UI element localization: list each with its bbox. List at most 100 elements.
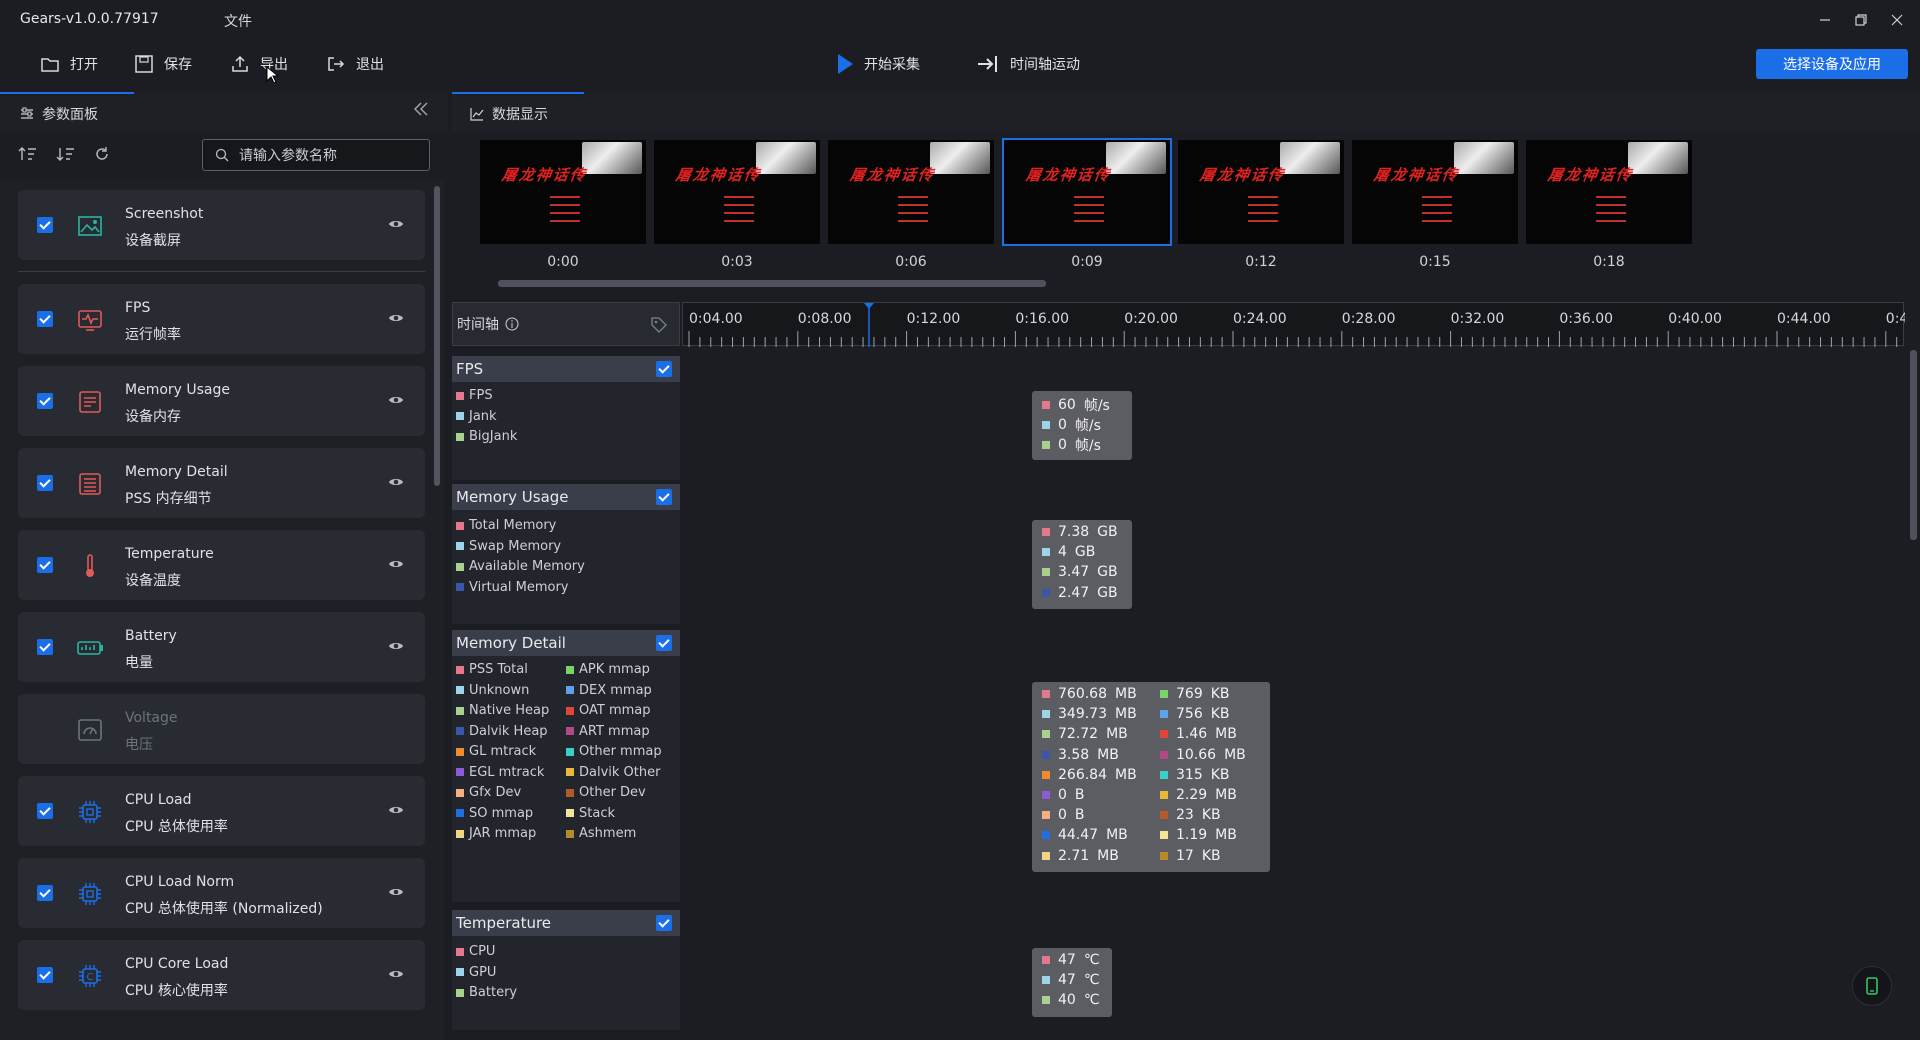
param-card-cpu-load-norm[interactable]: CPU Load Norm CPU 总体使用率 (Normalized) <box>18 858 425 928</box>
screenshot-thumbnail[interactable]: 屠龙神话传 <box>828 140 994 244</box>
start-capture-button[interactable]: 开始采集 <box>836 52 920 76</box>
param-checkbox[interactable] <box>37 557 53 573</box>
section-checkbox[interactable] <box>656 489 672 505</box>
param-checkbox[interactable] <box>37 475 53 491</box>
screenshot-thumbnail[interactable]: 屠龙神话传 <box>480 140 646 244</box>
tag-icon[interactable] <box>651 317 667 333</box>
param-checkbox[interactable] <box>37 967 53 983</box>
save-button[interactable]: 保存 <box>134 52 192 76</box>
param-card-fps[interactable]: FPS 运行帧率 <box>18 284 425 354</box>
tooltip-value: 1.46 <box>1176 726 1208 743</box>
chart-plot[interactable]: 760.68 MB 349.73 MB 72.72 MB 3.58 MB 266.84 MB 0 B 0… <box>682 630 1904 902</box>
legend-item[interactable]: Native Heap <box>456 703 549 718</box>
legend-item[interactable]: Stack <box>566 806 615 821</box>
timeline-motion-button[interactable]: 时间轴运动 <box>976 52 1080 76</box>
param-checkbox[interactable] <box>37 639 53 655</box>
eye-icon[interactable]: GB7.45.53.71.80 <box>630 490 1842 630</box>
legend-item[interactable]: Dalvik Other <box>566 765 660 780</box>
legend-item[interactable]: GPU <box>456 965 496 980</box>
sort-ascending-icon[interactable] <box>18 146 38 166</box>
chart-plot[interactable]: 47 ℃ 47 ℃ 40 ℃ <box>682 910 1904 1030</box>
screenshot-thumbnail[interactable]: 屠龙神话传 <box>1178 140 1344 244</box>
left-scrollbar[interactable] <box>434 186 440 486</box>
param-card-cpu-load[interactable]: CPU Load CPU 总体使用率 <box>18 776 425 846</box>
quit-button[interactable]: 退出 <box>326 52 384 76</box>
legend-item[interactable]: JAR mmap <box>456 826 536 841</box>
legend-item[interactable]: Virtual Memory <box>456 580 568 595</box>
eye-icon[interactable] <box>388 312 404 328</box>
legend-item[interactable]: DEX mmap <box>566 683 652 698</box>
param-card-screenshot[interactable]: Screenshot 设备截屏 <box>18 190 425 260</box>
screenshot-thumbnail[interactable]: 屠龙神话传 <box>1002 138 1172 246</box>
legend-item[interactable]: Unknown <box>456 683 529 698</box>
legend-item[interactable]: OAT mmap <box>566 703 651 718</box>
legend-item[interactable]: Total Memory <box>456 518 556 533</box>
restore-icon[interactable] <box>1848 8 1874 32</box>
open-button[interactable]: 打开 <box>40 52 98 76</box>
param-checkbox[interactable] <box>37 803 53 819</box>
export-button[interactable]: 导出 <box>230 52 288 76</box>
legend-item[interactable]: Ashmem <box>566 826 636 841</box>
eye-icon[interactable] <box>388 476 404 492</box>
right-scrollbar[interactable] <box>1910 350 1917 540</box>
param-card-battery[interactable]: Battery 电量 <box>18 612 425 682</box>
thumbnail-scrollbar[interactable] <box>498 280 1046 287</box>
param-card-voltage[interactable]: Voltage 电压 <box>18 694 425 764</box>
minimize-icon[interactable] <box>1812 8 1838 32</box>
close-icon[interactable] <box>1884 8 1910 32</box>
param-checkbox[interactable] <box>37 885 53 901</box>
screenshot-thumbnail[interactable]: 屠龙神话传 <box>1526 140 1692 244</box>
legend-item[interactable]: FPS <box>456 388 493 403</box>
eye-icon[interactable] <box>388 804 404 820</box>
param-card-temperature[interactable]: Temperature 设备温度 <box>18 530 425 600</box>
eye-icon[interactable] <box>388 218 404 234</box>
legend-item[interactable]: Dalvik Heap <box>456 724 548 739</box>
section-checkbox[interactable] <box>656 915 672 931</box>
eye-icon[interactable]: GB10.80.50.30 <box>630 636 1843 910</box>
legend-item[interactable]: Other mmap <box>566 744 662 759</box>
screenshot-thumbnail[interactable]: 屠龙神话传 <box>654 140 820 244</box>
param-search-input[interactable]: 请输入参数名称 <box>202 139 430 171</box>
legend-item[interactable]: APK mmap <box>566 662 650 677</box>
param-checkbox[interactable] <box>37 217 53 233</box>
legend-item[interactable]: SO mmap <box>456 806 533 821</box>
section-checkbox[interactable] <box>656 361 672 377</box>
eye-icon[interactable] <box>388 394 404 410</box>
legend-item[interactable]: GL mtrack <box>456 744 536 759</box>
legend-item[interactable]: Available Memory <box>456 559 585 574</box>
eye-icon[interactable]: 帧/s604530150 <box>630 362 1843 486</box>
param-card-memory-detail[interactable]: Memory Detail PSS 内存细节 <box>18 448 425 518</box>
legend-item[interactable]: EGL mtrack <box>456 765 544 780</box>
eye-icon[interactable] <box>388 968 404 984</box>
legend-item[interactable]: Jank <box>456 409 497 424</box>
select-device-button[interactable]: 选择设备及应用 <box>1756 49 1908 79</box>
device-button[interactable] <box>1852 966 1892 1006</box>
eye-icon[interactable] <box>388 640 404 656</box>
legend-item[interactable]: Other Dev <box>566 785 646 800</box>
param-card-cpu-core-load[interactable]: C CPU Core Load CPU 核心使用率 <box>18 940 425 1010</box>
legend-label: OAT mmap <box>579 703 651 718</box>
legend-item[interactable]: BigJank <box>456 429 517 444</box>
legend-item[interactable]: Swap Memory <box>456 539 561 554</box>
param-checkbox[interactable] <box>37 311 53 327</box>
legend-item[interactable]: Gfx Dev <box>456 785 521 800</box>
legend-item[interactable]: PSS Total <box>456 662 528 677</box>
legend-item[interactable]: CPU <box>456 944 495 959</box>
section-checkbox[interactable] <box>656 635 672 651</box>
eye-icon[interactable] <box>388 886 404 902</box>
collapse-panel-icon[interactable] <box>412 100 430 122</box>
legend-item[interactable]: Battery <box>456 985 517 1000</box>
screenshot-thumbnail[interactable]: 屠龙神话传 <box>1352 140 1518 244</box>
legend-item[interactable]: ART mmap <box>566 724 650 739</box>
chart-plot[interactable]: 60 帧/s 0 帧/s 0 帧/s <box>682 356 1904 480</box>
tooltip-row: 44.47 MB <box>1042 827 1128 843</box>
eye-icon[interactable] <box>388 558 404 574</box>
chart-plot[interactable]: 7.38 GB 4 GB 3.47 GB 2.47 GB <box>682 484 1904 624</box>
eye-icon[interactable]: ℃523926130 <box>630 916 1843 1038</box>
menu-file[interactable]: 文件 <box>224 14 252 30</box>
param-checkbox[interactable] <box>37 393 53 409</box>
param-card-memory-usage[interactable]: Memory Usage 设备内存 <box>18 366 425 436</box>
sort-descending-icon[interactable] <box>56 146 76 166</box>
timeline-axis[interactable]: 0:04.00 0:08.00 0:12.00 0:16.00 0:20.00 0:24.… <box>682 302 1908 347</box>
refresh-icon[interactable] <box>94 146 110 166</box>
